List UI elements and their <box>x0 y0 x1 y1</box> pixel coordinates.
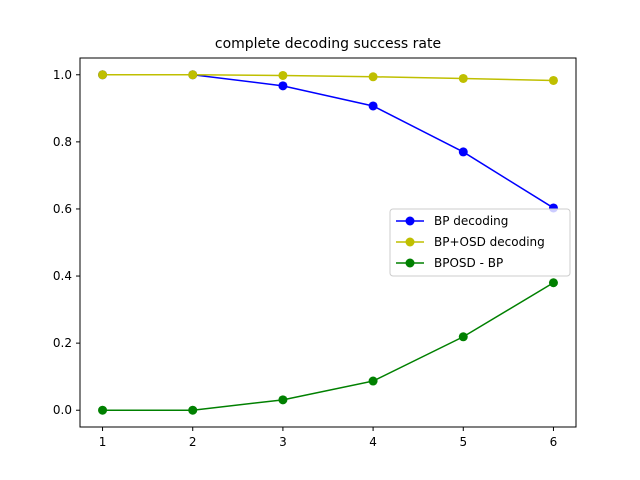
legend-box <box>389 208 571 277</box>
data-point <box>548 75 558 85</box>
x-tick-label: 1 <box>99 435 107 449</box>
legend-swatch-marker <box>405 216 415 226</box>
x-tick-label: 2 <box>189 435 197 449</box>
y-tick-label: 0.2 <box>53 336 72 350</box>
data-point <box>458 332 468 342</box>
data-point <box>188 405 198 415</box>
y-tick-label: 0.4 <box>53 269 72 283</box>
series-line-1 <box>102 74 554 82</box>
data-point <box>278 70 288 80</box>
legend: BP decoding BP+OSD decoding BPOSD - BP <box>389 208 571 277</box>
data-point <box>278 395 288 405</box>
data-point <box>458 147 468 157</box>
series-line-2 <box>102 282 554 411</box>
y-tick-label: 0.6 <box>53 202 72 216</box>
data-point <box>188 70 198 80</box>
legend-label: BPOSD - BP <box>434 256 503 270</box>
legend-label: BP decoding <box>434 214 508 228</box>
y-tick-label: 0.8 <box>53 135 72 149</box>
axes-frame <box>79 57 577 428</box>
legend-label: BP+OSD decoding <box>434 235 545 249</box>
x-tick-label: 6 <box>550 435 558 449</box>
data-point <box>458 73 468 83</box>
legend-swatch-marker <box>405 258 415 268</box>
x-tick-label: 5 <box>459 435 467 449</box>
axes: 1 2 3 4 5 6 0.0 0.2 0.4 0.6 0.8 1.0 <box>53 68 557 449</box>
data-point <box>368 72 378 82</box>
x-tick-label: 4 <box>369 435 377 449</box>
y-tick-label: 1.0 <box>53 68 72 82</box>
y-tick-label: 0.0 <box>53 403 72 417</box>
chart-title: complete decoding success rate <box>215 36 441 52</box>
data-point <box>98 405 108 415</box>
data-point <box>278 81 288 91</box>
data-point <box>98 70 108 80</box>
data-point <box>548 278 558 288</box>
legend-swatch-marker <box>405 237 415 247</box>
data-point <box>368 101 378 111</box>
data-point <box>368 376 378 386</box>
x-tick-label: 3 <box>279 435 287 449</box>
